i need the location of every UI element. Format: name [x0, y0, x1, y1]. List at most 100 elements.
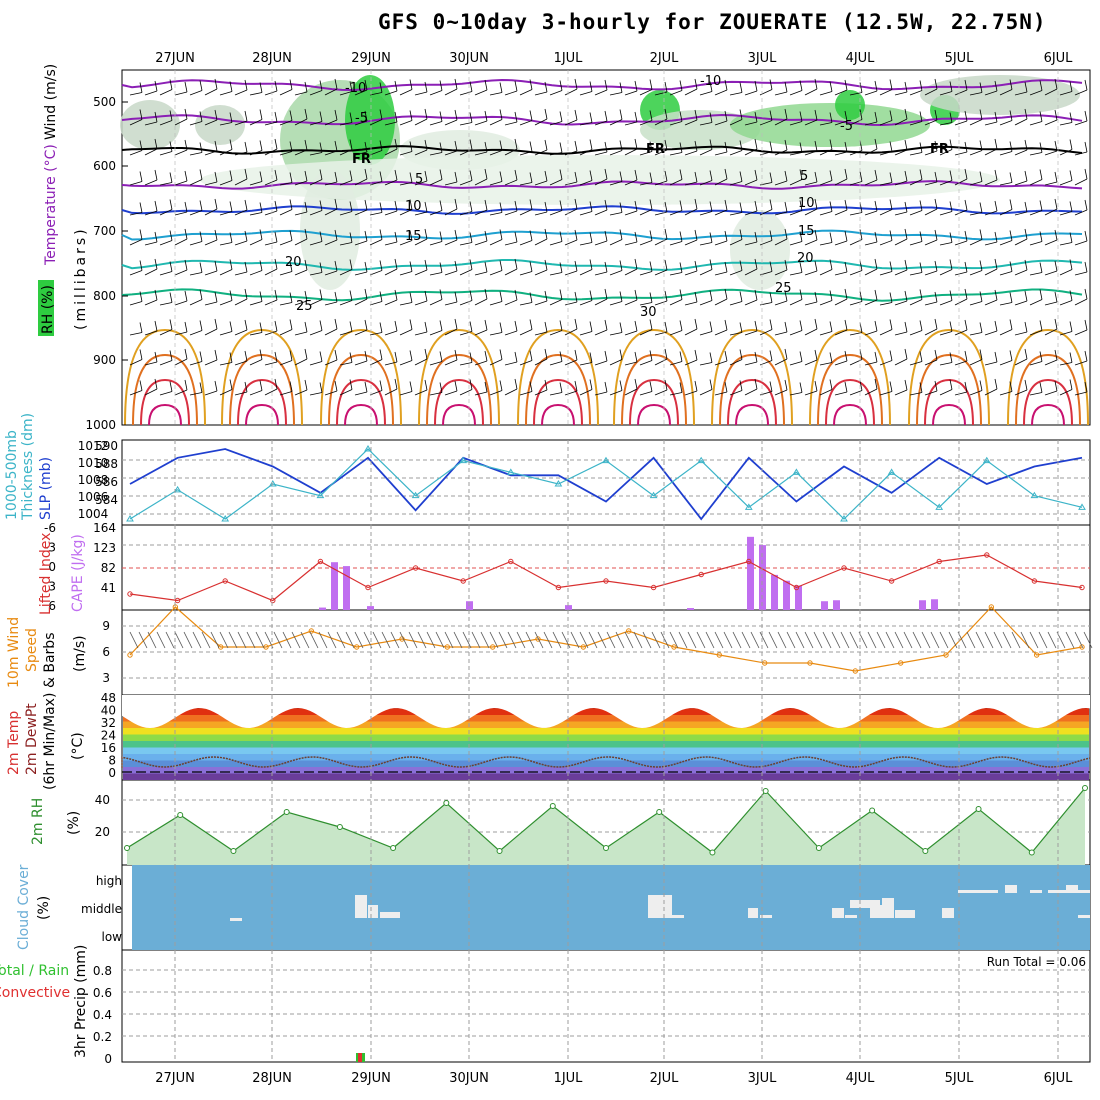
wind-barb	[694, 78, 698, 90]
wind-barb	[604, 79, 608, 91]
wind-barb	[234, 391, 248, 396]
rh2m-point	[177, 812, 184, 818]
wind-barb	[1009, 381, 1013, 392]
wind-barb	[1054, 198, 1058, 210]
temperature-contour	[121, 259, 1083, 271]
rh2m-point	[443, 800, 450, 806]
wind-barb	[754, 111, 758, 123]
wind-barb	[1039, 320, 1043, 331]
wind-barb	[484, 319, 488, 331]
wind-barb-10m	[696, 631, 706, 649]
wind-barb	[894, 118, 908, 126]
wind-barb	[874, 169, 878, 181]
wind-barb	[339, 149, 353, 156]
wind-barb	[154, 289, 158, 301]
wind-barb	[234, 178, 248, 186]
wind-barb	[684, 119, 698, 126]
wind-barb	[529, 141, 533, 152]
wind-barb	[789, 210, 803, 216]
wind-barb	[799, 200, 803, 211]
wind-barb	[279, 240, 293, 246]
wind-barb	[699, 149, 713, 156]
wind-barb	[724, 168, 728, 180]
wind-barb	[804, 328, 818, 336]
wind-barb	[324, 181, 338, 186]
cape-bar	[821, 601, 828, 610]
wind-barb	[804, 270, 818, 276]
temperature-band	[123, 747, 1089, 754]
wind-barb	[414, 118, 428, 126]
wind-barb	[1069, 170, 1073, 181]
date-label-top: 29JUN	[351, 51, 391, 66]
wind-barb	[504, 299, 518, 306]
temperature-tick: 24	[101, 729, 116, 743]
wind-barb	[309, 272, 323, 276]
wind-barb	[934, 171, 938, 183]
wind-barb	[834, 329, 848, 336]
wind-barb	[939, 389, 953, 396]
wind-barb	[969, 181, 983, 186]
wind-barb	[559, 80, 563, 91]
wind-barb	[339, 180, 353, 186]
wind-barb	[1074, 151, 1088, 156]
wind-barb	[589, 232, 593, 243]
cloud-level-label: low	[102, 930, 123, 944]
wind-barb	[159, 271, 173, 276]
cloud-block	[760, 915, 772, 918]
wind-barb	[994, 138, 998, 150]
wind-barb	[954, 271, 968, 276]
wind-barb	[759, 120, 773, 126]
wind-barb	[984, 330, 998, 336]
wind-barb	[759, 329, 773, 336]
wind-barb	[729, 359, 743, 366]
wind-barb	[1084, 168, 1088, 180]
wind-barb	[949, 139, 953, 150]
wind-barb	[799, 142, 803, 153]
wind-barb	[574, 229, 578, 241]
wind-barb-10m	[570, 631, 580, 649]
wind-barb	[174, 269, 188, 276]
wind-barb	[514, 138, 518, 150]
wind-barb	[534, 300, 548, 306]
wind-barb	[604, 288, 608, 300]
wind-barb	[714, 89, 728, 96]
wind-barb	[439, 289, 443, 300]
cloud-block	[1066, 885, 1078, 893]
wind-barb	[1054, 78, 1058, 90]
wind-barb	[769, 230, 773, 241]
cape-bar	[343, 566, 350, 610]
wind-barb	[169, 199, 173, 210]
wind-barb	[234, 329, 248, 336]
wind-barb	[204, 88, 218, 96]
wind-barb-10m	[867, 631, 877, 649]
wind-barb	[279, 360, 293, 366]
wind-barb	[669, 272, 683, 276]
wind-barb	[354, 120, 368, 126]
wind-barb	[444, 270, 458, 276]
wind-barb	[879, 209, 893, 216]
wind-barb	[919, 80, 923, 91]
wind-barb	[699, 331, 713, 336]
wind-barb	[1029, 361, 1043, 366]
wind-barb	[829, 352, 833, 363]
wind-barb	[844, 168, 848, 180]
wind-barb-10m	[309, 631, 319, 649]
wind-barb	[439, 80, 443, 91]
wind-barb-10m	[588, 631, 598, 649]
wind-barb	[679, 289, 683, 300]
rh-contour	[835, 90, 865, 120]
wind-barb	[529, 261, 533, 272]
wind-barb	[769, 141, 773, 152]
wind-barb	[279, 329, 293, 336]
warm-contour	[637, 403, 671, 426]
wind-barb-10m	[471, 631, 481, 649]
wind-barb	[129, 92, 143, 96]
lifted-index-tick: -6	[44, 521, 56, 535]
wind-barb	[724, 261, 728, 273]
wind-barb	[804, 301, 818, 306]
wind-barb	[999, 209, 1013, 216]
wind-barb	[864, 361, 878, 366]
wind-barb	[214, 318, 218, 330]
wind-barb	[379, 202, 383, 213]
thickness-point	[840, 515, 848, 522]
